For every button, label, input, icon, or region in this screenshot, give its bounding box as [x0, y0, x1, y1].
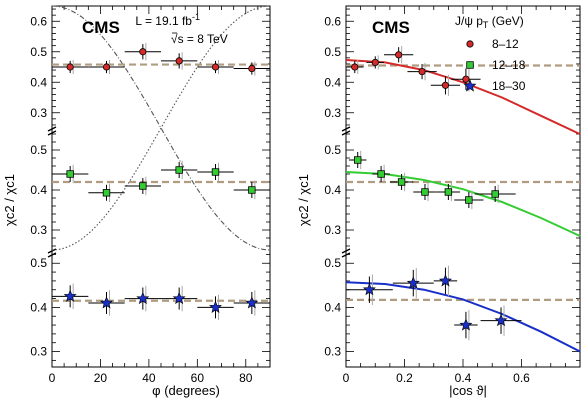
data-point: [175, 166, 183, 174]
x-axis-title-left: φ (degrees): [152, 383, 220, 398]
data-point: [66, 63, 74, 71]
y-tick-label: 0.3: [30, 106, 47, 120]
axis-break-mark: [341, 248, 351, 258]
plot-frame: [345, 5, 581, 368]
data-point: [444, 188, 453, 196]
data-point: [353, 156, 362, 164]
data-point: [139, 48, 147, 56]
x-tick-label: 60: [191, 371, 205, 385]
data-point: [136, 291, 150, 305]
y-tick-label: 0.3: [324, 345, 341, 359]
legend-entry: 12–18: [492, 58, 526, 72]
legend-title: J/ψ pT (GeV): [455, 14, 524, 30]
x-tick-label: 0.2: [396, 371, 413, 385]
fit-curve: [345, 59, 581, 136]
data-point: [397, 178, 406, 186]
x-axis-title-right: |cos ϑ|: [449, 383, 487, 398]
axis-break-mark: [341, 126, 351, 136]
y-tick-label: 0.4: [30, 183, 47, 197]
data-point: [438, 274, 452, 287]
data-point: [211, 168, 220, 176]
data-point: [66, 170, 74, 178]
y-tick-label: 0.5: [324, 143, 341, 157]
x-tick-label: 80: [239, 371, 253, 385]
axis-break-mark: [47, 126, 57, 136]
data-point: [362, 282, 376, 296]
data-point: [248, 64, 256, 73]
y-tick-label: 0.4: [324, 183, 341, 197]
y-tick-label: 0.3: [324, 106, 341, 120]
cms-label-left: CMS: [82, 18, 120, 37]
y-tick-label: 0.4: [324, 300, 341, 314]
legend-marker: [466, 61, 474, 69]
legend-marker: [463, 79, 477, 92]
legend-marker: [466, 40, 474, 48]
y-tick-label: 0.5: [30, 256, 47, 270]
y-tick-label: 0.5: [30, 45, 47, 59]
legend-entry: 18–30: [492, 79, 526, 93]
data-point: [465, 196, 473, 204]
data-point: [139, 182, 147, 190]
y-tick-label: 0.3: [30, 223, 47, 237]
y-tick-label: 0.4: [324, 75, 341, 89]
luminosity-label: L = 19.1 fb-1: [135, 12, 200, 28]
y-axis-title-right: χc2 / χc1: [296, 174, 311, 226]
right-panel: 0.3 0.4 0.5 0.6 0.3 0.4 0.5 0.3 0.4 0.5 0 0.2 0.4 0.6: [324, 5, 581, 385]
data-point: [248, 186, 256, 194]
data-point: [63, 289, 77, 302]
y-tick-label: 0.3: [30, 345, 47, 359]
data-point: [209, 300, 222, 313]
y-axis-title-left: χc2 / χc1: [2, 174, 17, 226]
data-point: [245, 296, 259, 309]
cms-label-right: CMS: [372, 18, 410, 37]
y-tick-label: 0.5: [324, 256, 341, 270]
data-point: [421, 188, 429, 196]
data-point: [371, 58, 379, 67]
model-curve-dashdot: [51, 5, 271, 251]
data-point: [491, 190, 499, 198]
legend-entry: 8–12: [492, 37, 519, 51]
data-point: [377, 170, 385, 178]
left-panel: 0.3 0.4 0.5 0.6 0.3 0.4 0.5 0.3 0.4 0.5 0 20 40 60 80: [30, 5, 271, 385]
x-tick-label: 0.4: [455, 371, 472, 385]
x-tick-label: 0.6: [513, 371, 530, 385]
x-tick-label: 20: [94, 371, 108, 385]
data-point: [351, 63, 359, 71]
y-tick-label: 0.5: [324, 45, 341, 59]
data-point: [102, 63, 111, 71]
y-tick-label: 0.3: [324, 223, 341, 237]
data-point: [172, 291, 186, 305]
data-point: [102, 189, 111, 197]
y-tick-label: 0.4: [30, 300, 47, 314]
data-point: [459, 318, 473, 331]
data-point: [175, 57, 183, 65]
data-point: [494, 313, 508, 327]
y-tick-label: 0.6: [324, 14, 341, 28]
x-tick-label: 0: [343, 371, 350, 385]
data-point: [441, 81, 450, 89]
y-tick-label: 0.5: [30, 143, 47, 157]
legend: 8–12 12–18 18–30: [463, 37, 526, 93]
data-point: [462, 75, 470, 83]
data-point: [418, 67, 426, 76]
data-point: [395, 51, 403, 59]
data-point: [211, 63, 220, 71]
axis-break-mark: [47, 248, 57, 258]
fit-curve: [345, 281, 581, 353]
x-tick-label: 0: [49, 371, 56, 385]
x-tick-label: 40: [142, 371, 156, 385]
y-tick-label: 0.6: [30, 14, 47, 28]
data-point: [100, 296, 113, 309]
data-point: [406, 276, 420, 289]
y-tick-label: 0.4: [30, 75, 47, 89]
energy-label: √s = 8 TeV: [171, 32, 228, 46]
model-curve-dotted: [51, 5, 271, 251]
